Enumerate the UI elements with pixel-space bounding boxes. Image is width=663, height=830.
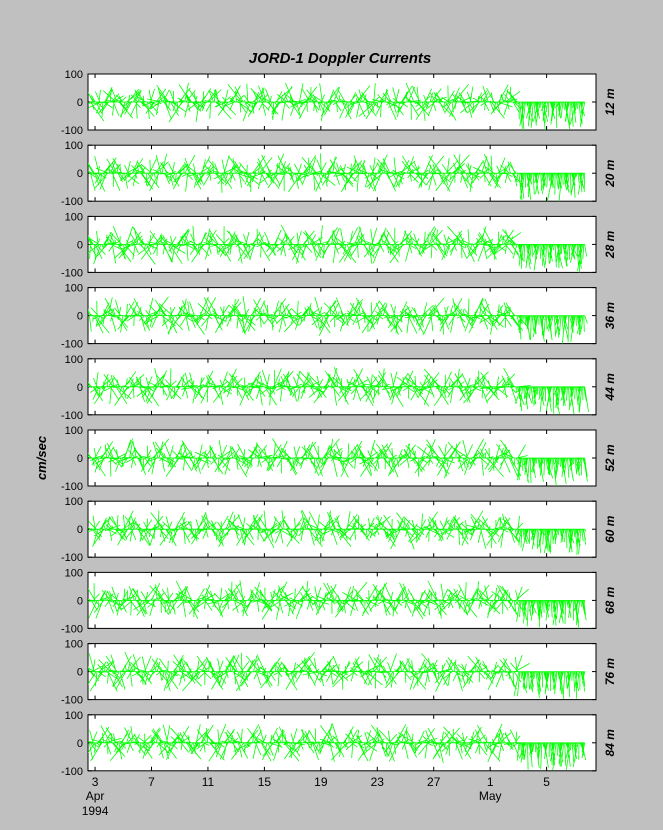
y-tick-label: 100 — [65, 639, 83, 651]
stick-series — [88, 723, 587, 771]
panel: 100 0 -100 68 m — [61, 567, 617, 635]
panel: 100 0 -100 52 m — [61, 425, 617, 493]
chart-title: JORD-1 Doppler Currents — [249, 50, 432, 67]
y-tick-label: -100 — [61, 623, 83, 635]
x-tick-label: 19 — [314, 775, 328, 789]
y-tick-label: 100 — [65, 283, 83, 295]
current-sticks — [88, 438, 588, 486]
y-tick-label: -100 — [61, 766, 83, 778]
y-tick-label: 0 — [77, 595, 83, 607]
depth-label: 20 m — [603, 159, 617, 188]
current-sticks — [88, 296, 588, 344]
y-tick-label: 0 — [77, 311, 83, 323]
x-tick-label: 7 — [148, 775, 155, 789]
stick-series — [88, 367, 589, 415]
y-tick-label: -100 — [61, 267, 83, 279]
y-tick-label: 0 — [77, 453, 83, 465]
panel: 100 0 -100 84 m — [61, 710, 617, 778]
panel: 100 0 -100 12 m — [61, 69, 617, 137]
y-tick-label: 100 — [65, 140, 83, 152]
depth-label: 44 m — [603, 373, 617, 402]
panel: 100 0 -100 28 m — [61, 211, 617, 279]
y-tick-label: 100 — [65, 496, 83, 508]
y-tick-label: 0 — [77, 738, 83, 750]
y-tick-label: 0 — [77, 239, 83, 251]
x-tick-label: 1 — [487, 775, 494, 789]
depth-label: 36 m — [603, 302, 617, 330]
y-tick-label: 100 — [65, 354, 83, 366]
x-tick-label: 5 — [543, 775, 550, 789]
y-tick-label: 0 — [77, 97, 83, 109]
stick-series — [88, 509, 587, 555]
y-tick-label: -100 — [61, 552, 83, 564]
depth-label: 68 m — [603, 586, 617, 614]
current-sticks — [88, 82, 586, 130]
y-tick-label: -100 — [61, 339, 83, 351]
current-sticks — [88, 224, 587, 273]
y-tick-label: 0 — [77, 382, 83, 394]
y-tick-label: 100 — [65, 69, 83, 81]
y-axis-label: cm/sec — [34, 435, 49, 480]
x-tick-month: Apr — [86, 789, 105, 803]
panels: 100 0 -100 12 m 100 0 -100 20 m 100 0 -100 28 m 100 0… — [61, 69, 617, 778]
stick-series — [88, 296, 588, 344]
y-tick-label: -100 — [61, 481, 83, 493]
panel: 100 0 -100 20 m — [61, 140, 617, 208]
stick-series — [88, 82, 586, 130]
x-tick-label: 23 — [371, 775, 385, 789]
stick-series — [88, 580, 587, 629]
panel: 100 0 -100 36 m — [61, 283, 617, 351]
stick-series — [88, 651, 586, 699]
y-tick-label: 100 — [65, 425, 83, 437]
stick-series — [88, 224, 587, 273]
y-tick-label: -100 — [61, 196, 83, 208]
y-tick-label: -100 — [61, 695, 83, 707]
x-tick-label: 3 — [92, 775, 99, 789]
current-sticks — [88, 580, 587, 629]
depth-label: 60 m — [603, 515, 617, 543]
current-sticks — [88, 153, 586, 202]
y-tick-label: 100 — [65, 211, 83, 223]
depth-label: 84 m — [603, 729, 617, 757]
stick-series — [88, 438, 588, 486]
y-tick-label: 0 — [77, 524, 83, 536]
x-tick-year: 1994 — [82, 804, 109, 818]
x-tick-label: 27 — [427, 775, 441, 789]
depth-label: 28 m — [603, 230, 617, 259]
y-tick-label: -100 — [61, 410, 83, 422]
depth-label: 76 m — [603, 658, 617, 686]
current-sticks — [88, 509, 587, 555]
depth-label: 52 m — [603, 444, 617, 472]
x-tick-month: May — [479, 789, 502, 803]
y-tick-label: 100 — [65, 710, 83, 722]
panel: 100 0 -100 60 m — [61, 496, 617, 564]
y-tick-label: 0 — [77, 168, 83, 180]
panel: 100 0 -100 76 m — [61, 639, 617, 707]
current-sticks — [88, 651, 586, 699]
y-tick-label: 100 — [65, 567, 83, 579]
current-sticks — [88, 367, 589, 415]
panel: 100 0 -100 44 m — [61, 354, 617, 422]
x-tick-label: 15 — [258, 775, 272, 789]
current-sticks — [88, 723, 587, 771]
x-tick-label: 11 — [202, 775, 215, 789]
y-tick-label: -100 — [61, 125, 83, 137]
stick-series — [88, 153, 586, 202]
y-tick-label: 0 — [77, 667, 83, 679]
depth-label: 12 m — [603, 88, 617, 116]
